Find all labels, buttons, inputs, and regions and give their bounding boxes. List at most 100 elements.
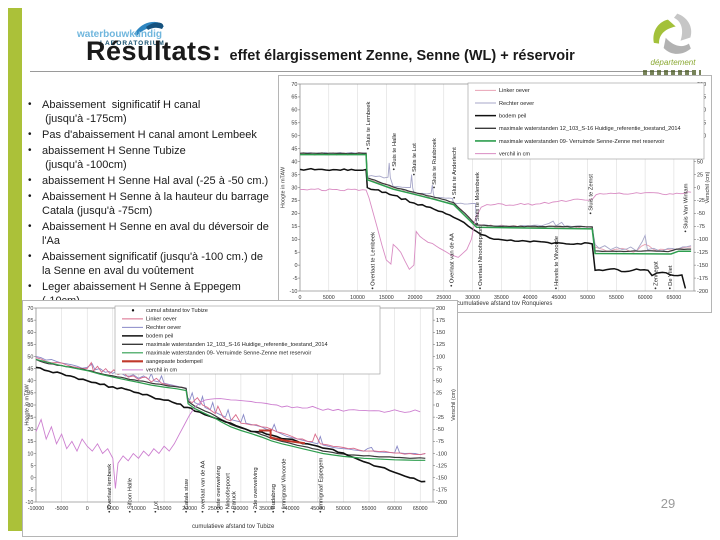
svg-text:100: 100 <box>436 354 445 360</box>
page-title: Résultats: <box>86 36 222 66</box>
series-line <box>300 153 692 255</box>
svg-text:0: 0 <box>294 263 297 269</box>
series-line <box>35 356 426 456</box>
annotations: Overlaat lembeek Sifoon Halle Lot Catala st… <box>107 458 324 513</box>
bullet-item: • Abaissement H Senne à la hauteur du bar… <box>28 190 316 218</box>
svg-text:-5000: -5000 <box>55 506 69 512</box>
svg-text:30: 30 <box>291 185 297 191</box>
svg-text:Sifoon Halle: Sifoon Halle <box>128 478 134 509</box>
grid <box>35 308 421 502</box>
wl-logo-text: waterbouwkundig <box>77 29 162 40</box>
series-line <box>299 188 692 271</box>
svg-text:bodem peil: bodem peil <box>499 113 526 119</box>
svg-text:0: 0 <box>697 185 700 191</box>
svg-text:25000: 25000 <box>436 295 451 301</box>
svg-text:60: 60 <box>27 330 33 336</box>
page-subtitle: effet élargissement Zenne, Senne (WL) + … <box>229 48 575 64</box>
svg-text:5000: 5000 <box>323 295 335 301</box>
svg-text:55000: 55000 <box>609 295 624 301</box>
svg-text:maximale waterstanden 12_103_S: maximale waterstanden 12_103_S-16 Huidig… <box>499 126 681 132</box>
svg-text:20000: 20000 <box>408 295 423 301</box>
svg-text:Hoogte in mTAW: Hoogte in mTAW <box>281 166 287 208</box>
svg-text:Rechter oever: Rechter oever <box>499 101 534 107</box>
svg-text:Verschil (cm): Verschil (cm) <box>705 171 711 203</box>
svg-text:Overlaat lembeek: Overlaat lembeek <box>107 464 113 510</box>
svg-text:-125: -125 <box>436 463 447 469</box>
svg-text:Sluis te Halle: Sluis te Halle <box>392 133 398 167</box>
svg-text:bodem peil: bodem peil <box>146 334 173 340</box>
wl-swoosh-icon <box>132 18 166 45</box>
svg-text:De Vliet: De Vliet <box>668 265 674 286</box>
svg-text:35: 35 <box>27 391 33 397</box>
series <box>35 356 426 489</box>
bullet-item: • Abaissement H Senne en aval du déversoi… <box>28 220 316 248</box>
bullet-item: • Leger abaissement H Senne à Eppegem (-1… <box>28 280 316 308</box>
svg-text:Hoogte in mTAW: Hoogte in mTAW <box>25 384 31 426</box>
svg-text:40: 40 <box>27 379 33 385</box>
svg-text:Sluis te Lot: Sluis te Lot <box>412 143 418 172</box>
svg-text:-10: -10 <box>26 500 34 506</box>
svg-text:35: 35 <box>291 172 297 178</box>
bullet-marker: • <box>28 175 32 186</box>
wl-logo-subtext: LABORATORIUM <box>100 40 165 47</box>
svg-text:75: 75 <box>436 366 442 372</box>
svg-text:-5: -5 <box>293 276 298 282</box>
svg-text:Sluis te Zemst: Sluis te Zemst <box>588 174 594 211</box>
svg-text:25: 25 <box>436 391 442 397</box>
bullet-text: Pas d'abaissement H canal amont Lembeek <box>42 129 257 141</box>
page-number: 29 <box>660 496 676 511</box>
title-divider <box>30 71 692 72</box>
svg-text:0: 0 <box>299 295 302 301</box>
svg-text:-50: -50 <box>697 211 705 217</box>
bullet-text: abaissement H Senne Tubize (jusqu'à -100… <box>42 145 186 171</box>
svg-text:overlaat van de AA: overlaat van de AA <box>200 460 206 509</box>
svg-text:65000: 65000 <box>667 295 682 301</box>
svg-text:maximale waterstanden 09- Verr: maximale waterstanden 09- Verruimde Senn… <box>499 139 665 145</box>
svg-text:65: 65 <box>27 318 33 324</box>
svg-text:25: 25 <box>697 172 703 178</box>
departement-subtext-clipped <box>643 70 701 77</box>
series-line <box>35 357 426 455</box>
svg-text:0: 0 <box>30 476 33 482</box>
svg-text:0: 0 <box>436 403 439 409</box>
svg-text:limnigraaf Vilvoorde: limnigraaf Vilvoorde <box>281 458 287 509</box>
svg-text:40000: 40000 <box>523 295 538 301</box>
svg-text:25: 25 <box>27 415 33 421</box>
svg-text:maximale waterstanden 12_103_S: maximale waterstanden 12_103_S-16 Huidig… <box>146 342 328 348</box>
bullet-item: • Abaissement significatif (jusqu'à -100 … <box>28 250 316 278</box>
svg-text:Sluis te Anderlecht: Sluis te Anderlecht <box>452 147 458 195</box>
annotations: Sluis te Lembeek Sluis te Halle Sluis te L… <box>366 102 689 290</box>
bullet-marker: • <box>28 221 32 232</box>
svg-text:60: 60 <box>291 108 297 114</box>
svg-text:Sluis te Lembeek: Sluis te Lembeek <box>366 102 372 147</box>
svg-text:Overlaat van de AA: Overlaat van de AA <box>449 233 455 283</box>
svg-text:-175: -175 <box>436 488 447 494</box>
bullet-marker: • <box>28 99 32 110</box>
svg-text:10000: 10000 <box>131 506 146 512</box>
svg-text:-50: -50 <box>436 427 444 433</box>
svg-text:limnigraaf Eppegem: limnigraaf Eppegem <box>318 458 324 510</box>
series <box>299 151 692 289</box>
svg-text:40000: 40000 <box>285 506 300 512</box>
legend: cumul afstand tov Tubize Linker oever Rech… <box>114 305 381 375</box>
svg-text:60000: 60000 <box>387 506 402 512</box>
bullet-item: • Abaissement significatif H canal (jusqu… <box>28 98 316 126</box>
svg-text:-175: -175 <box>697 276 708 282</box>
svg-text:-200: -200 <box>436 500 447 506</box>
svg-text:-75: -75 <box>436 439 444 445</box>
svg-text:60000: 60000 <box>638 295 653 301</box>
chart-profile-tov-ronquieres: 7065605550454035302520151050-5-102001751… <box>278 75 712 313</box>
svg-text:55: 55 <box>27 342 33 348</box>
svg-text:15: 15 <box>291 224 297 230</box>
svg-text:45: 45 <box>291 146 297 152</box>
svg-text:-10: -10 <box>290 289 298 295</box>
svg-text:-125: -125 <box>697 250 708 256</box>
bullet-text: abaissement H Senne Hal aval (-25 à -50 … <box>42 175 269 187</box>
svg-text:-100: -100 <box>436 451 447 457</box>
svg-text:Budabrug: Budabrug <box>271 484 277 509</box>
series-line <box>258 429 306 445</box>
svg-text:Lot: Lot <box>153 501 159 509</box>
svg-text:-75: -75 <box>697 224 705 230</box>
svg-text:maximale waterstanden 09- Verr: maximale waterstanden 09- Verruimde Senn… <box>146 351 312 357</box>
